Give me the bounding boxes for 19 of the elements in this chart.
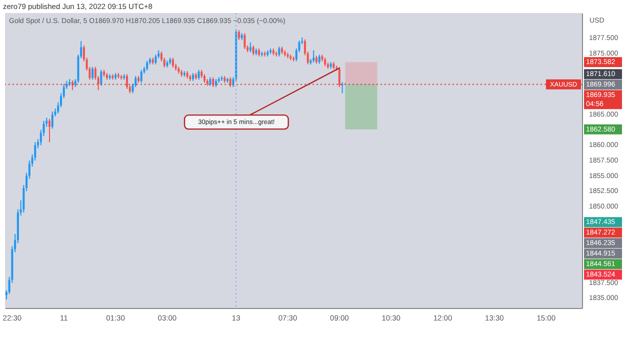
candlestick bbox=[100, 69, 102, 86]
candlestick bbox=[312, 50, 315, 64]
candlestick bbox=[238, 30, 240, 40]
candlestick bbox=[48, 118, 50, 143]
candlestick bbox=[146, 60, 148, 72]
candlestick bbox=[278, 46, 280, 57]
candlestick bbox=[92, 66, 94, 80]
candlestick bbox=[244, 32, 246, 50]
candlestick bbox=[249, 42, 252, 53]
candlestick bbox=[172, 57, 174, 68]
candlestick bbox=[318, 54, 320, 64]
candlestick bbox=[252, 44, 254, 56]
candlestick bbox=[51, 111, 54, 130]
candlestick bbox=[154, 54, 157, 65]
candlestick bbox=[198, 69, 200, 80]
candlestick bbox=[126, 74, 128, 90]
candlestick bbox=[229, 76, 232, 88]
candlestick bbox=[140, 69, 142, 84]
candlestick bbox=[338, 66, 340, 88]
